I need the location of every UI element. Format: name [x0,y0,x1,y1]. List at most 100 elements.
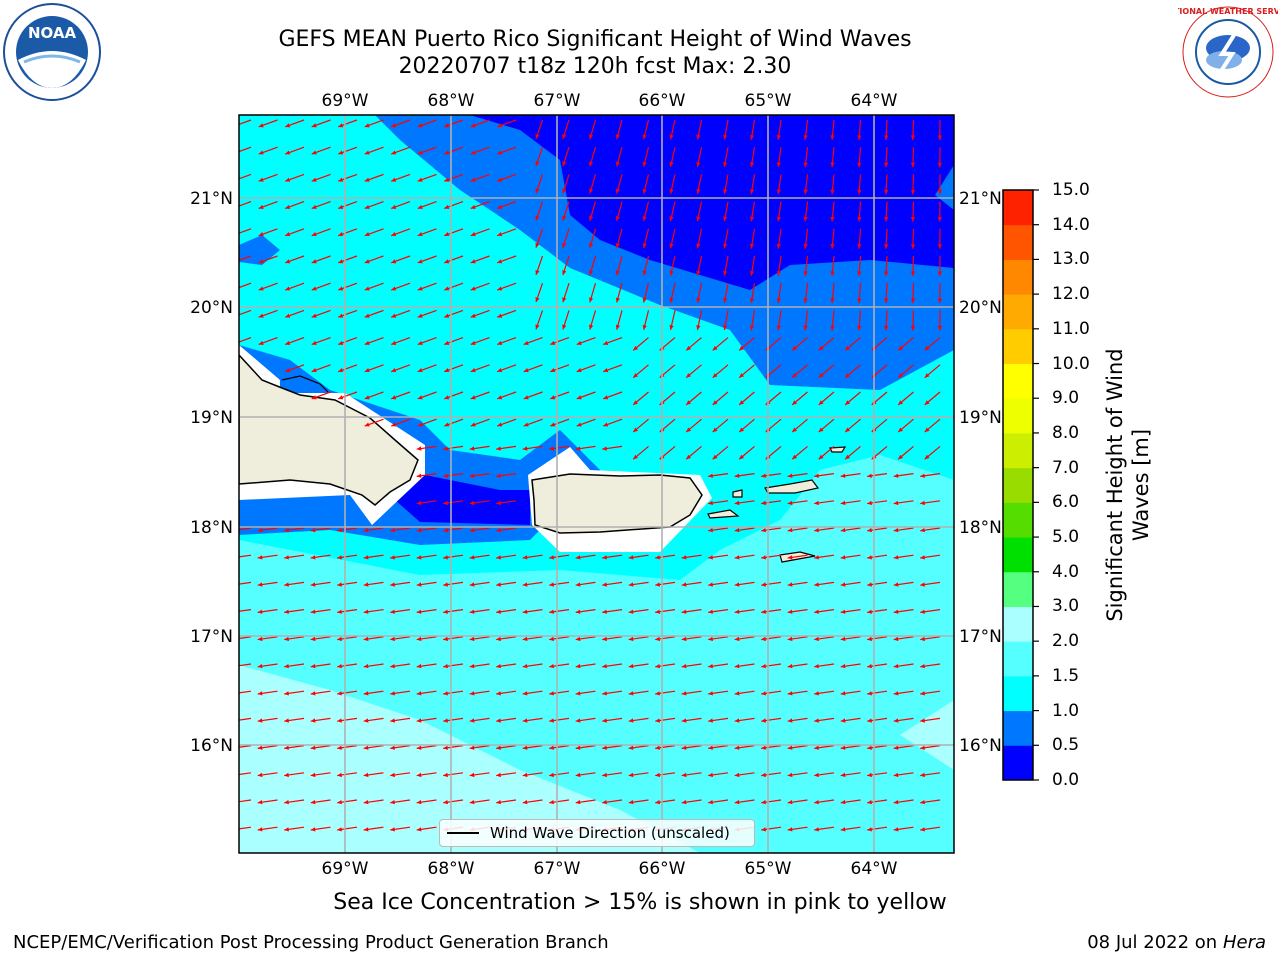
wave-arrowhead [497,232,503,237]
wave-arrowhead [830,189,835,195]
wave-arrowhead [898,454,904,460]
wave-arrowhead [893,800,899,805]
wave-arrowhead [575,446,581,451]
wave-arrowhead [497,177,503,182]
wave-arrowhead [589,188,594,194]
lat-tick-left-2: 19°N [190,408,233,428]
wave-arrowhead [285,204,291,209]
wave-arrowhead [867,718,872,723]
wave-arrowhead [924,427,930,433]
wave-arrowhead [417,395,423,400]
wave-arrowhead [535,215,540,221]
wave-arrowhead [311,368,317,373]
wave-arrowhead [814,745,819,750]
wave-arrowhead [893,718,899,723]
wave-arrowhead [708,609,713,614]
wave-arrowhead [696,270,701,276]
wave-arrowhead [497,422,503,427]
colorbar-level-2: 1.0 [1052,700,1080,721]
wave-arrowhead [575,691,581,696]
wave-arrowhead [310,691,316,696]
wave-arrowhead [258,259,264,264]
wave-arrowhead [469,745,475,750]
wave-arrowhead [642,270,647,276]
wave-arrowhead [633,373,639,378]
wave-arrowhead [390,528,395,533]
wave-arrowhead [444,422,450,427]
wave-arrowhead [628,664,634,669]
wave-arrowhead [708,718,713,723]
lon-tick-top-2: 67°W [534,91,581,111]
wave-arrow [239,826,252,830]
wave-arrowhead [589,324,594,330]
wave-arrowhead [937,217,943,222]
lon-tick-bottom-5: 64°W [851,859,898,879]
wave-arrowhead [258,286,264,291]
wave-arrowhead [257,691,263,696]
wave-arrowhead [444,232,450,237]
wave-arrowhead [840,555,846,560]
wave-arrowhead [655,745,660,750]
wave-arrowhead [390,827,395,832]
wave-arrow [239,717,252,721]
wave-arrowhead [364,259,370,264]
wave-arrowhead [391,123,397,128]
wave-arrowhead [443,555,448,560]
wave-arrowhead [867,500,872,506]
wave-arrowhead [310,745,316,750]
wave-arrowhead [589,215,594,221]
wave-arrowhead [681,800,687,805]
wave-arrowhead [628,582,634,587]
wave-arrowhead [231,664,236,668]
wave-arrowhead [575,718,581,723]
wave-arrowhead [602,636,607,642]
wave-arrowhead [840,582,846,587]
wave-arrowhead [681,664,687,669]
footer-date: 08 Jul 2022 on Hera [1087,932,1266,953]
wave-arrowhead [390,664,395,669]
wave-arrowhead [655,772,660,778]
wave-arrowhead [443,446,448,451]
wave-arrowhead [712,454,718,460]
wave-arrowhead [615,324,621,330]
lat-tick-right-0: 21°N [959,189,1002,209]
wave-arrowhead [893,609,899,614]
wave-arrowhead [589,134,594,140]
wave-arrowhead [337,800,342,805]
wave-arrowhead [469,473,475,478]
wave-arrowhead [311,286,317,291]
wave-arrowhead [284,636,289,642]
wave-arrowhead [898,400,904,405]
wave-arrow [239,581,252,585]
wave-arrowhead [734,800,740,805]
wave-arrowhead [444,313,450,318]
wave-arrowhead [723,189,728,195]
wave-arrowhead [840,500,846,506]
wave-arrowhead [338,123,344,128]
wave-arrowhead [920,500,925,506]
wave-arrow [239,554,252,558]
wave-arrowhead [258,340,264,345]
wave-arrowhead [284,582,289,587]
wave-arrowhead [522,664,528,669]
wave-arrowhead [575,664,581,669]
wave-arrowhead [937,271,943,276]
wave-arrowhead [734,745,740,750]
wave-arrowhead [920,473,925,478]
wave-arrowhead [920,745,925,750]
wave-arrowhead [787,664,793,669]
wave-arrowhead [761,800,766,805]
wave-arrowhead [284,772,289,778]
wave-arrowhead [920,772,925,778]
wave-arrowhead [338,395,344,400]
wave-arrowhead [602,609,607,614]
wave-arrowhead [920,664,925,669]
wave-arrowhead [364,395,370,400]
map-frame [238,114,955,854]
wave-arrowhead [363,582,369,587]
wave-arrowhead [681,609,687,614]
wave-arrowhead [416,800,422,805]
wave-arrowhead [562,324,567,330]
wave-arrowhead [776,243,782,249]
wave-arrowhead [830,135,835,140]
